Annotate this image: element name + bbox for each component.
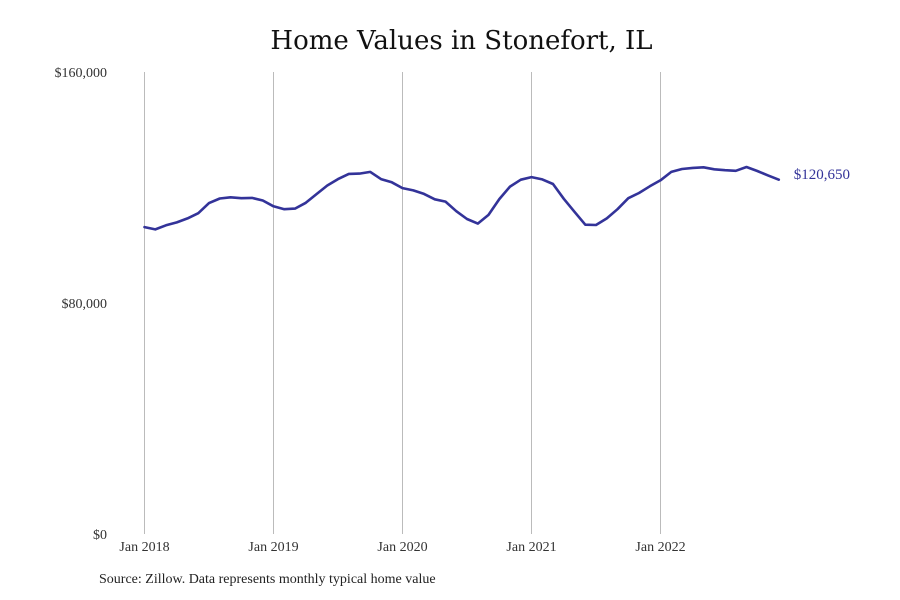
data-point [767, 174, 769, 176]
data-point [197, 212, 199, 214]
data-point [778, 179, 780, 181]
data-point [563, 198, 565, 200]
data-point [272, 205, 274, 207]
x-tick-label: Jan 2019 [248, 540, 298, 555]
data-point [380, 178, 382, 180]
y-tick-label: $80,000 [62, 297, 108, 312]
data-point [348, 173, 350, 175]
data-point [240, 197, 242, 199]
data-point [724, 169, 726, 171]
data-point [466, 218, 468, 220]
data-point [337, 178, 339, 180]
data-point [358, 172, 360, 174]
x-tick-label: Jan 2020 [377, 540, 427, 555]
data-point [283, 208, 285, 210]
x-tick-label: Jan 2022 [635, 540, 685, 555]
data-point [251, 197, 253, 199]
data-point [294, 207, 296, 209]
data-point [434, 198, 436, 200]
data-point [143, 226, 145, 228]
x-axis-ticks: Jan 2018 Jan 2019 Jan 2020 Jan 2021 Jan 2022 [119, 540, 685, 555]
data-point [154, 228, 156, 230]
gridlines [144, 72, 661, 534]
end-value-label: $120,650 [794, 167, 850, 183]
y-axis-ticks: $0 $80,000 $160,000 [55, 66, 108, 543]
data-point [692, 167, 694, 169]
chart-title: Home Values in Stonefort, IL [270, 26, 653, 56]
data-point [401, 187, 403, 189]
data-point [573, 211, 575, 213]
data-point [262, 199, 264, 201]
data-point [444, 200, 446, 202]
data-point [305, 202, 307, 204]
data-point [713, 168, 715, 170]
series-layer [143, 165, 781, 231]
data-point [176, 221, 178, 223]
data-point [165, 224, 167, 226]
data-point [681, 168, 683, 170]
data-point [498, 198, 500, 200]
data-point [606, 217, 608, 219]
y-tick-label: $0 [93, 528, 107, 543]
x-tick-label: Jan 2018 [119, 540, 169, 555]
data-point [552, 183, 554, 185]
data-point [208, 202, 210, 204]
source-note: Source: Zillow. Data represents monthly … [99, 572, 436, 587]
data-point [670, 171, 672, 173]
data-point [326, 184, 328, 186]
y-tick-label: $160,000 [55, 66, 108, 81]
data-point [616, 208, 618, 210]
data-point [745, 166, 747, 168]
series-line [143, 165, 781, 231]
end-label-layer: $120,650 [794, 167, 850, 183]
data-point [627, 197, 629, 199]
data-point [595, 224, 597, 226]
data-point [369, 171, 371, 173]
data-point [520, 179, 522, 181]
x-tick-label: Jan 2021 [506, 540, 556, 555]
data-point [530, 176, 532, 178]
data-point [541, 178, 543, 180]
data-point [659, 179, 661, 181]
data-point [649, 185, 651, 187]
data-point [455, 210, 457, 212]
data-point [315, 193, 317, 195]
data-point [229, 196, 231, 198]
data-point [186, 217, 188, 219]
data-point [702, 166, 704, 168]
data-point [509, 185, 511, 187]
data-point [477, 222, 479, 224]
data-point [735, 170, 737, 172]
data-point [423, 193, 425, 195]
data-point [391, 181, 393, 183]
data-point [584, 224, 586, 226]
data-point [412, 189, 414, 191]
data-point [219, 197, 221, 199]
data-point [638, 192, 640, 194]
data-point [756, 170, 758, 172]
data-point [487, 214, 489, 216]
